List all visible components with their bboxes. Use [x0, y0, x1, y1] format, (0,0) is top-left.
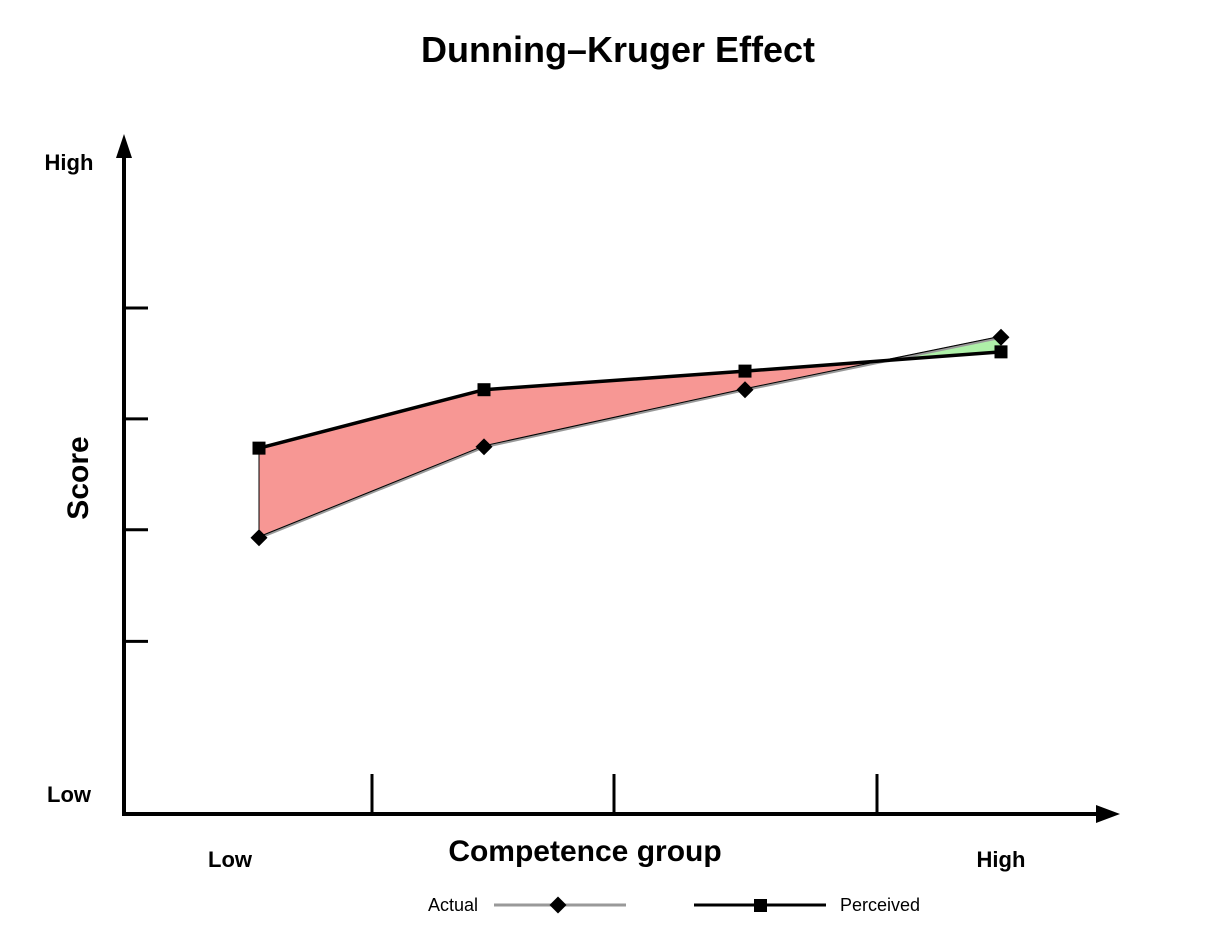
axes	[116, 134, 1120, 823]
legend: Actual Perceived	[428, 895, 920, 915]
series-lines	[258, 335, 1002, 540]
x-tick-label-last: High	[977, 847, 1026, 872]
marker-perceived-3	[994, 345, 1008, 359]
y-axis-arrow	[116, 134, 132, 158]
marker-perceived-0	[252, 441, 266, 455]
x-axis-label: Competence group	[448, 835, 721, 868]
marker-perceived-1	[477, 383, 491, 397]
y-tick-label-bottom: Low	[47, 782, 92, 807]
y-tick-label-top: High	[45, 150, 94, 175]
marker-actual-1	[475, 438, 493, 456]
fill-segment-1	[484, 371, 745, 447]
series-line-actual	[258, 335, 1002, 540]
legend-marker-actual	[549, 896, 567, 914]
marker-actual-3	[992, 328, 1010, 346]
legend-label-actual: Actual	[428, 895, 478, 915]
x-tick-label-first: Low	[208, 847, 253, 872]
legend-label-perceived: Perceived	[840, 895, 920, 915]
marker-perceived-2	[738, 364, 752, 378]
legend-marker-perceived	[754, 899, 767, 912]
ticks	[124, 306, 879, 814]
markers	[250, 328, 1010, 547]
marker-actual-2	[736, 381, 754, 399]
x-axis-arrow	[1096, 805, 1120, 823]
marker-actual-0	[250, 529, 268, 547]
fill-segment-0	[259, 389, 484, 538]
y-axis-label: Score	[62, 436, 95, 519]
chart-title: Dunning–Kruger Effect	[421, 29, 815, 70]
gap-fills	[258, 337, 1001, 538]
series-line-perceived	[258, 350, 1002, 450]
